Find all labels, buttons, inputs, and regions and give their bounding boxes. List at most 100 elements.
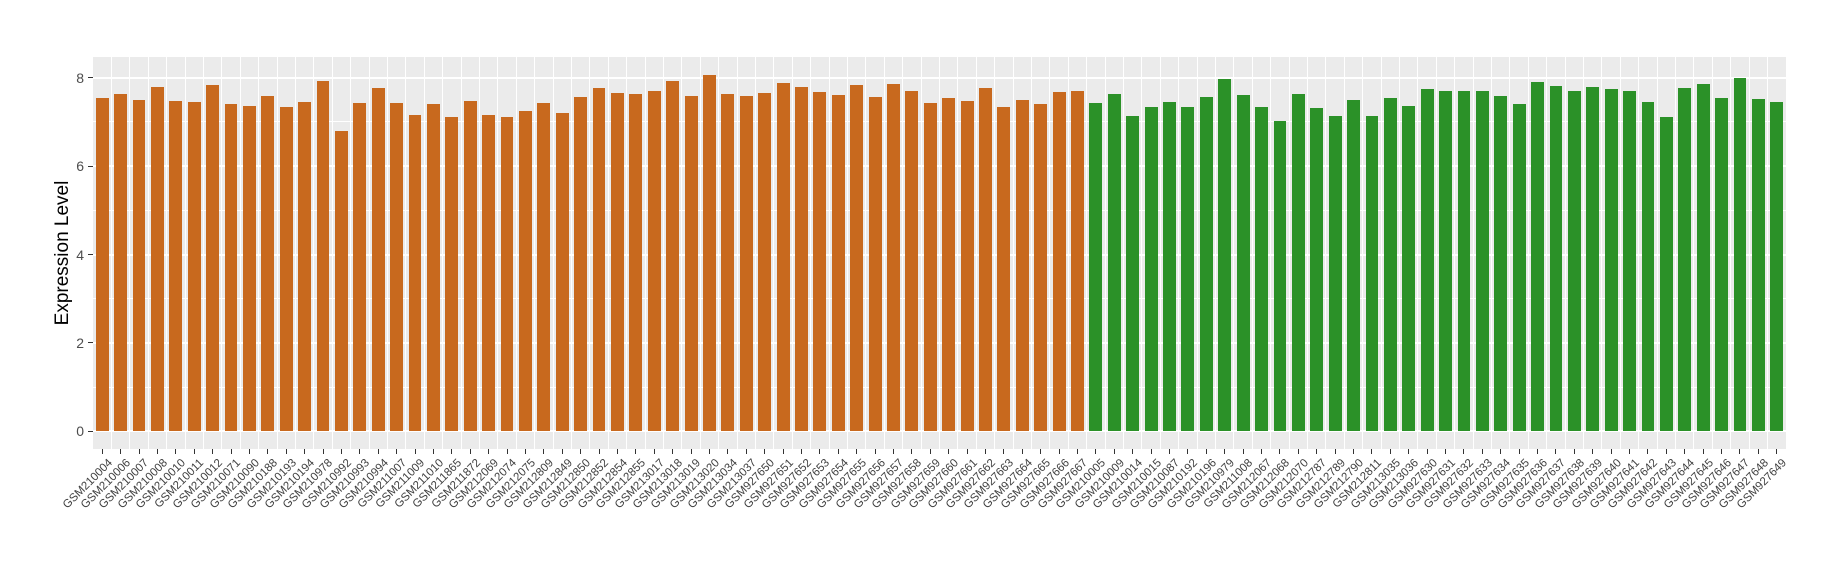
- y-axis-tick: [88, 342, 93, 344]
- bar: [1641, 102, 1655, 432]
- bar: [427, 103, 440, 432]
- gridline-vertical: [1123, 57, 1125, 449]
- x-axis-tick: [1518, 449, 1520, 454]
- y-tick-label: 4: [76, 246, 84, 263]
- x-axis-tick: [1113, 449, 1115, 454]
- gridline-vertical: [460, 57, 462, 449]
- x-axis-tick: [101, 449, 103, 454]
- bar: [353, 103, 367, 432]
- bar: [1567, 90, 1581, 432]
- gridline-vertical: [589, 57, 591, 449]
- x-axis-tick: [874, 449, 876, 454]
- bar: [1659, 117, 1673, 432]
- gridline-vertical: [1638, 57, 1640, 449]
- x-axis-tick: [304, 449, 306, 454]
- gridline-vertical: [1159, 57, 1161, 449]
- gridline-vertical: [1031, 57, 1032, 449]
- bar: [1052, 92, 1066, 432]
- bar: [960, 100, 974, 432]
- x-axis-tick: [1334, 449, 1336, 454]
- x-axis-tick: [635, 449, 637, 454]
- bar: [629, 93, 643, 432]
- bar: [1383, 98, 1397, 432]
- bar: [1733, 78, 1747, 432]
- x-axis-tick: [1408, 449, 1410, 454]
- x-axis-tick: [1003, 449, 1005, 454]
- x-axis-tick: [1316, 449, 1318, 454]
- gridline-vertical: [994, 57, 996, 449]
- bar: [1107, 93, 1121, 432]
- bar: [1163, 102, 1176, 432]
- gridline-vertical: [626, 57, 628, 449]
- gridline-vertical: [442, 57, 444, 449]
- gridline-vertical: [1362, 57, 1364, 449]
- bar: [334, 130, 348, 432]
- gridline-vertical: [1546, 57, 1548, 449]
- bar: [95, 98, 109, 432]
- x-axis-tick: [156, 449, 158, 454]
- y-axis-tick: [88, 77, 93, 79]
- gridline-vertical: [258, 57, 260, 449]
- x-axis-tick: [561, 449, 563, 454]
- gridline-vertical: [184, 57, 186, 449]
- bar: [1531, 82, 1544, 432]
- x-axis-tick: [653, 449, 655, 454]
- gridline-vertical: [534, 57, 536, 449]
- gridline-vertical: [497, 57, 499, 449]
- bar: [979, 87, 992, 432]
- gridline-vertical: [239, 57, 241, 449]
- bar: [721, 94, 735, 432]
- y-tick-label: 8: [76, 69, 84, 86]
- gridline-vertical: [865, 57, 867, 449]
- x-axis-tick: [764, 449, 766, 454]
- gridline-vertical: [110, 57, 112, 449]
- gridline-vertical: [1417, 57, 1419, 449]
- x-axis-tick: [1371, 449, 1373, 454]
- x-axis-tick: [1205, 449, 1207, 454]
- x-axis-tick: [837, 449, 839, 454]
- bar: [942, 98, 956, 432]
- x-axis-tick: [396, 449, 398, 454]
- x-axis-tick: [856, 449, 858, 454]
- bar: [242, 106, 256, 432]
- bar: [1365, 115, 1379, 432]
- x-axis-tick: [1353, 449, 1355, 454]
- x-axis-tick: [948, 449, 950, 454]
- gridline-vertical: [1141, 57, 1143, 449]
- bar: [776, 82, 790, 432]
- bar: [611, 92, 624, 432]
- bar: [923, 102, 937, 432]
- bar: [1347, 100, 1360, 432]
- x-axis-tick: [1040, 449, 1042, 454]
- bar: [408, 114, 422, 432]
- gridline-vertical: [1399, 57, 1401, 449]
- bar: [1494, 95, 1508, 432]
- gridline-vertical: [350, 57, 352, 449]
- bar: [1255, 107, 1268, 432]
- gridline-minor-horizontal: [93, 386, 1786, 388]
- x-axis-tick: [1021, 449, 1023, 454]
- gridline-vertical: [607, 57, 609, 449]
- x-axis-tick: [1739, 449, 1741, 454]
- bar: [1457, 90, 1471, 432]
- x-axis-tick: [690, 449, 692, 454]
- gridline-vertical: [1233, 57, 1235, 449]
- x-axis-tick: [1647, 449, 1649, 454]
- x-axis-tick: [1261, 449, 1263, 454]
- bar: [555, 112, 569, 432]
- bar: [1402, 105, 1416, 432]
- gridline-vertical: [1049, 57, 1051, 449]
- bar: [574, 96, 588, 432]
- gridline-vertical: [1730, 57, 1732, 449]
- bar: [739, 95, 753, 432]
- gridline-vertical: [1012, 57, 1014, 449]
- x-axis-tick: [138, 449, 140, 454]
- y-tick-label: 2: [76, 334, 84, 351]
- x-axis-tick: [929, 449, 931, 454]
- bar: [666, 80, 680, 432]
- gridline-vertical: [681, 57, 683, 449]
- gridline-vertical: [1288, 57, 1290, 449]
- x-axis-tick: [966, 449, 968, 454]
- bar: [390, 103, 404, 432]
- bar: [1696, 84, 1710, 432]
